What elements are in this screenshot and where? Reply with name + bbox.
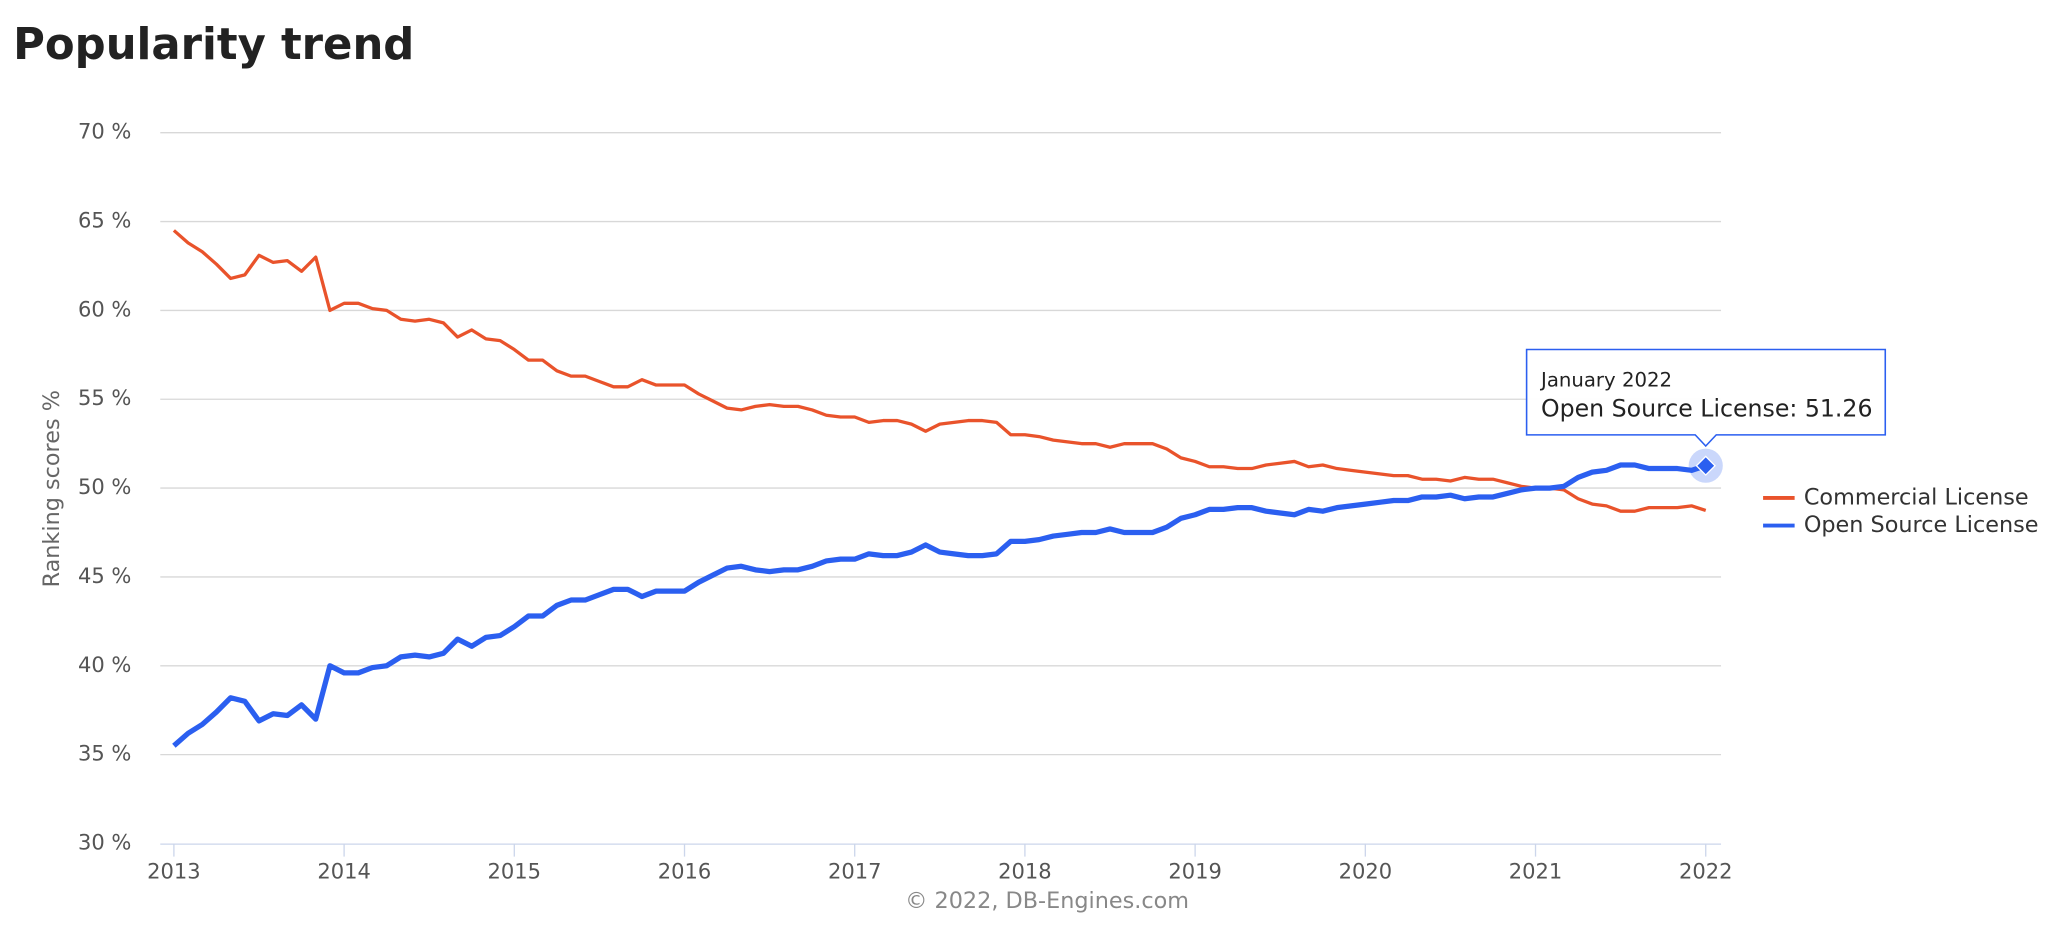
- x-tick-label: 2014: [317, 858, 370, 883]
- x-tick-label: 2016: [658, 858, 711, 883]
- credits: © 2022, DB-Engines.com: [905, 888, 1189, 914]
- legend-label: Open Source License: [1804, 512, 2039, 538]
- y-tick-label: 65 %: [78, 208, 131, 233]
- tooltip-box: [1525, 348, 1887, 448]
- series-line: [172, 229, 1707, 513]
- chart-title: Popularity trend: [13, 20, 414, 70]
- tooltip-label: Open Source License: 51.26: [1541, 394, 1872, 422]
- y-tick-label: 35 %: [78, 741, 131, 766]
- x-tick-label: 2015: [488, 858, 541, 883]
- y-tick-label: 60 %: [78, 296, 131, 321]
- x-tick-label: 2020: [1339, 858, 1392, 883]
- y-tick-label: 40 %: [78, 652, 131, 677]
- legend-label: Commercial License: [1804, 484, 2029, 510]
- y-tick-label: 50 %: [78, 474, 131, 499]
- x-tick-label: 2019: [1168, 858, 1221, 883]
- y-tick-label: 70 %: [78, 119, 131, 144]
- x-tick-label: 2022: [1679, 858, 1732, 883]
- x-tick-label: 2021: [1509, 858, 1562, 883]
- y-tick-label: 30 %: [78, 829, 131, 854]
- series-line: [172, 462, 1707, 748]
- x-tick-label: 2018: [998, 858, 1051, 883]
- y-axis-title: Ranking scores %: [39, 390, 65, 587]
- hover-marker: [1695, 455, 1716, 476]
- y-tick-label: 45 %: [78, 563, 131, 588]
- x-tick-label: 2013: [147, 858, 200, 883]
- x-tick-label: 2017: [828, 858, 881, 883]
- y-tick-label: 55 %: [78, 385, 131, 410]
- tooltip-title: January 2022: [1539, 369, 1672, 392]
